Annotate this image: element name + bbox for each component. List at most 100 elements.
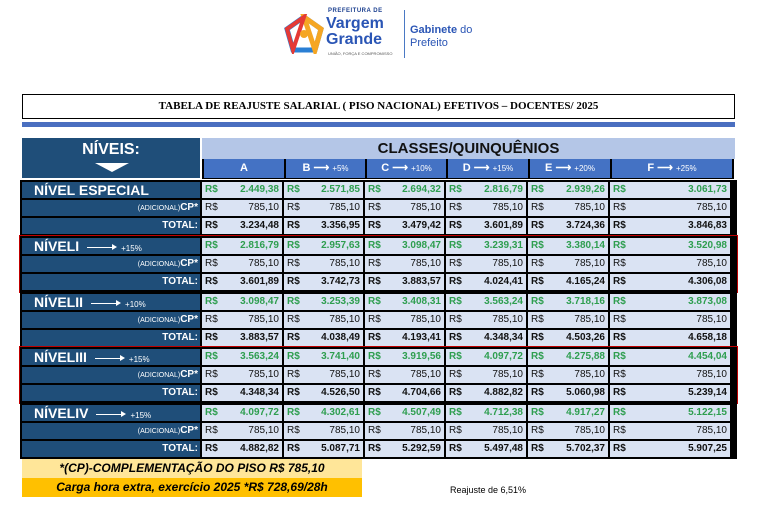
base-cell: R$ 3.563,24 <box>446 294 526 310</box>
currency: R$ <box>449 387 462 398</box>
currency: R$ <box>205 351 218 362</box>
arrow-right-icon: ⟶ <box>392 162 409 174</box>
currency: R$ <box>205 184 218 195</box>
cp-label-small: (ADICIONAL) <box>137 261 181 268</box>
cp-value: 785,10 <box>492 258 523 269</box>
cp-label-big: CP* <box>180 314 198 325</box>
column-letter: F <box>647 162 655 174</box>
base-value: 3.408,31 <box>402 296 441 307</box>
currency: R$ <box>287 443 300 454</box>
total-value: 4.348,34 <box>240 387 279 398</box>
column-pct: +20% <box>574 164 595 173</box>
base-value: 4.712,38 <box>484 407 523 418</box>
currency: R$ <box>287 387 300 398</box>
total-value: 4.526,50 <box>321 387 360 398</box>
base-value: 2.816,79 <box>240 240 279 251</box>
currency: R$ <box>287 220 300 231</box>
currency: R$ <box>368 202 381 213</box>
currency: R$ <box>287 314 300 325</box>
cp-value: 785,10 <box>329 202 360 213</box>
level-pct: +15% <box>128 355 150 364</box>
currency: R$ <box>368 387 381 398</box>
currency: R$ <box>613 202 626 213</box>
base-cell: R$ 3.098,47 <box>202 294 282 310</box>
total-cell: R$ 5.497,48 <box>446 441 526 457</box>
currency: R$ <box>613 351 626 362</box>
cp-label-big: CP* <box>180 202 198 213</box>
cp-value: 785,10 <box>574 202 605 213</box>
currency: R$ <box>287 240 300 251</box>
base-cell: R$ 4.507,49 <box>365 405 444 421</box>
base-value: 2.816,79 <box>484 184 523 195</box>
cp-value: 785,10 <box>329 258 360 269</box>
cp-value: 785,10 <box>492 369 523 380</box>
base-cell: R$ 3.380,14 <box>528 238 608 254</box>
column-header-c: C ⟶ +10% <box>367 159 446 178</box>
base-value: 3.098,47 <box>240 296 279 307</box>
currency: R$ <box>531 351 544 362</box>
total-value: 4.503,26 <box>566 332 605 343</box>
page-title: TABELA DE REAJUSTE SALARIAL ( PISO NACIO… <box>22 94 735 119</box>
currency: R$ <box>368 184 381 195</box>
cp-cell: R$ 785,10 <box>284 256 363 272</box>
currency: R$ <box>531 258 544 269</box>
currency: R$ <box>449 369 462 380</box>
currency: R$ <box>531 276 544 287</box>
arrow-right-icon: ⟶ <box>657 162 673 174</box>
cp-label: (ADICIONAL)CP* <box>22 256 200 272</box>
level-name: NÍVELIV +15% <box>22 405 200 421</box>
currency: R$ <box>449 314 462 325</box>
base-cell: R$ 5.122,15 <box>610 405 730 421</box>
currency: R$ <box>287 425 300 436</box>
column-header-b: B ⟶ +5% <box>286 159 365 178</box>
base-value: 2.694,32 <box>402 184 441 195</box>
cp-cell: R$ 785,10 <box>528 312 608 328</box>
total-cell: R$ 5.087,71 <box>284 441 363 457</box>
currency: R$ <box>449 351 462 362</box>
base-value: 5.122,15 <box>688 407 727 418</box>
arrow-right-icon <box>87 243 118 250</box>
base-value: 4.454,04 <box>688 351 727 362</box>
base-cell: R$ 3.718,16 <box>528 294 608 310</box>
column-header-a: A <box>204 159 284 178</box>
arrow-right-icon <box>91 299 122 306</box>
base-value: 2.957,63 <box>321 240 360 251</box>
cp-value: 785,10 <box>696 202 727 213</box>
currency: R$ <box>205 202 218 213</box>
cp-label: (ADICIONAL)CP* <box>22 312 200 328</box>
level-title: NÍVELIV <box>34 405 89 421</box>
cp-value: 785,10 <box>329 369 360 380</box>
base-cell: R$ 2.957,63 <box>284 238 363 254</box>
logo-emblem-icon <box>284 14 324 54</box>
base-value: 3.563,24 <box>240 351 279 362</box>
currency: R$ <box>205 296 218 307</box>
currency: R$ <box>449 258 462 269</box>
cp-cell: R$ 785,10 <box>365 200 444 216</box>
currency: R$ <box>531 240 544 251</box>
currency: R$ <box>613 258 626 269</box>
cp-cell: R$ 785,10 <box>528 200 608 216</box>
arrow-right-icon: ⟶ <box>473 162 490 174</box>
currency: R$ <box>531 202 544 213</box>
level-title: NÍVELII <box>34 294 84 310</box>
base-cell: R$ 2.816,79 <box>446 182 526 198</box>
base-cell: R$ 3.741,40 <box>284 349 363 365</box>
currency: R$ <box>531 296 544 307</box>
total-cell: R$ 3.601,89 <box>446 218 526 234</box>
currency: R$ <box>368 407 381 418</box>
cp-cell: R$ 785,10 <box>446 367 526 383</box>
cp-cell: R$ 785,10 <box>365 256 444 272</box>
column-pct: +15% <box>492 164 514 173</box>
office-line2: Prefeito <box>410 37 448 49</box>
base-cell: R$ 2.939,26 <box>528 182 608 198</box>
cp-cell: R$ 785,10 <box>284 367 363 383</box>
total-cell: R$ 3.601,89 <box>202 274 282 290</box>
cp-value: 785,10 <box>574 258 605 269</box>
currency: R$ <box>368 425 381 436</box>
total-cell: R$ 3.883,57 <box>365 274 444 290</box>
office-name: Gabinete do Prefeito <box>410 24 472 50</box>
cp-cell: R$ 785,10 <box>446 423 526 439</box>
cp-cell: R$ 785,10 <box>610 256 730 272</box>
currency: R$ <box>205 240 218 251</box>
cp-cell: R$ 785,10 <box>284 312 363 328</box>
